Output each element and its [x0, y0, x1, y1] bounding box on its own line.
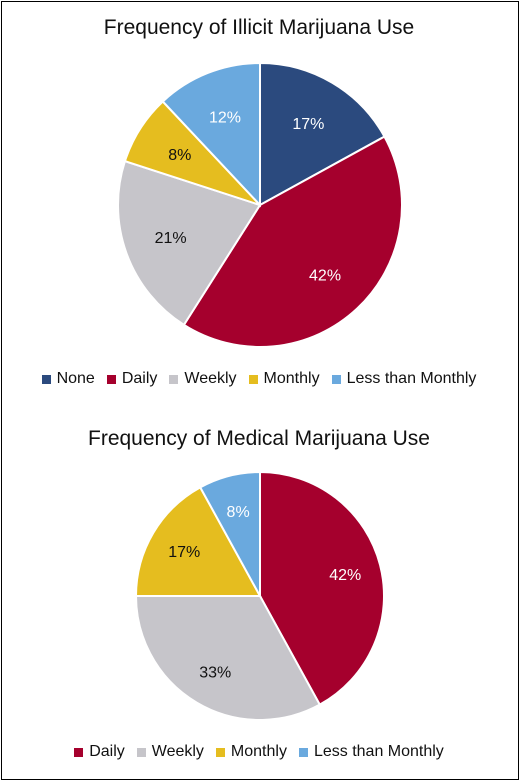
legend-item-less-than-monthly: Less than Monthly [298, 743, 444, 761]
chart-title-illicit: Frequency of Illicit Marijuana Use [103, 16, 415, 39]
pie-slice-weekly [117, 159, 262, 327]
legend-label: Weekly [184, 370, 237, 387]
legend-label: Monthly [230, 743, 287, 760]
pie-slice-daily [182, 135, 403, 348]
legend-item-weekly: Weekly [136, 743, 204, 761]
legend-item-monthly: Monthly [215, 743, 287, 761]
legend-item-none: None [41, 370, 95, 388]
legend-label: Less than Monthly [313, 743, 444, 760]
legend-label: None [56, 370, 95, 387]
legend-label: Weekly [151, 743, 204, 760]
legend-illicit: None Daily Weekly Monthly Less than Monthly [0, 370, 518, 388]
legend-swatch [215, 747, 225, 757]
legend-item-less-than-monthly: Less than Monthly [331, 370, 477, 388]
data-label-less-than-monthly: 12% [209, 110, 241, 127]
legend-item-daily: Daily [106, 370, 158, 388]
legend-swatch [74, 747, 84, 757]
data-label-none: 17% [292, 116, 324, 133]
legend-medical: Daily Weekly Monthly Less than Monthly [0, 743, 518, 761]
pie-chart-medical: 42% 33% 17% 8% [134, 470, 385, 721]
legend-swatch [169, 374, 179, 384]
legend-swatch [248, 374, 258, 384]
data-label-weekly: 21% [155, 230, 187, 247]
legend-swatch [106, 374, 116, 384]
legend-swatch [331, 374, 341, 384]
pie-slice-daily [259, 470, 385, 707]
legend-swatch [41, 374, 51, 384]
pie-slice-none [259, 61, 386, 207]
pie-chart-illicit: 17% 42% 21% 8% 12% [117, 61, 403, 348]
data-label-less-than-monthly: 8% [227, 504, 250, 521]
legend-swatch [298, 747, 308, 757]
pie-slice-weekly [134, 595, 322, 721]
pie-slice-monthly [134, 485, 262, 597]
data-label-daily: 42% [309, 267, 341, 284]
chart-title-medical: Frequency of Medical Marijuana Use [88, 427, 430, 450]
pie-slice-less-than-monthly [161, 61, 261, 208]
legend-label: Less than Monthly [346, 370, 477, 387]
legend-label: Daily [121, 370, 158, 387]
data-label-monthly: 17% [168, 544, 200, 561]
legend-item-daily: Daily [74, 743, 125, 761]
legend-label: Monthly [263, 370, 320, 387]
legend-swatch [136, 747, 146, 757]
pie-slice-less-than-monthly [198, 470, 261, 597]
legend-label: Daily [89, 743, 125, 760]
legend-item-monthly: Monthly [248, 370, 320, 388]
data-label-monthly: 8% [168, 147, 191, 164]
legend-item-weekly: Weekly [169, 370, 237, 388]
data-label-weekly: 33% [199, 665, 231, 682]
data-label-daily: 42% [329, 567, 361, 584]
